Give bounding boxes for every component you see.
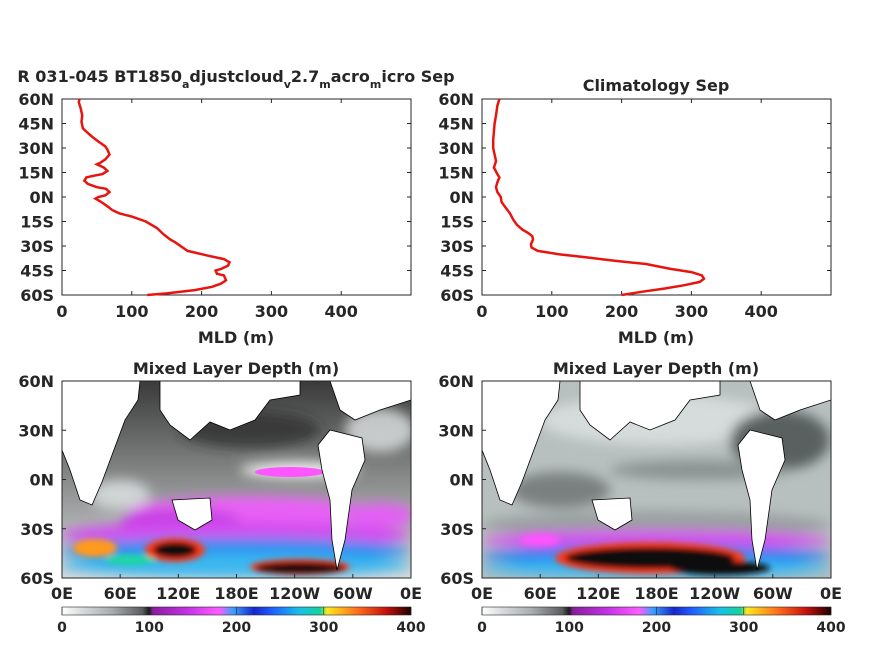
panel4-map-field	[482, 381, 831, 578]
x-tick-label: 200	[605, 302, 638, 321]
y-tick-label: 45N	[18, 115, 54, 134]
panel1-title: R 031-045 BT1850adjustcloudv2.7macromicr…	[17, 67, 454, 91]
x-tick-label: 60W	[333, 584, 373, 603]
x-tick-label: 0	[56, 302, 67, 321]
x-tick-label: 400	[324, 302, 357, 321]
y-tick-label: 15S	[20, 213, 54, 232]
y-tick-label: 30N	[18, 421, 54, 440]
y-tick-label: 0N	[449, 471, 474, 490]
y-tick-label: 45S	[20, 262, 54, 281]
x-tick-label: 0	[476, 302, 487, 321]
y-tick-label: 60N	[438, 90, 474, 109]
y-tick-label: 60S	[440, 286, 474, 305]
panel1-xlabel: MLD (m)	[198, 328, 274, 347]
y-tick-label: 30N	[438, 421, 474, 440]
y-tick-label: 60N	[18, 90, 54, 109]
x-tick-label: 120W	[689, 584, 740, 603]
y-tick-label: 0N	[29, 471, 54, 490]
x-tick-label: 300	[675, 302, 708, 321]
panel4-title: Mixed Layer Depth (m)	[553, 359, 759, 378]
colorbar-tick-label: 300	[729, 620, 758, 636]
x-tick-label: 100	[115, 302, 148, 321]
x-tick-label: 180E	[634, 584, 678, 603]
x-tick-label: 60E	[104, 584, 137, 603]
y-tick-label: 30S	[440, 520, 474, 539]
panel2-axes-box	[481, 98, 832, 296]
x-tick-label: 0E	[471, 584, 493, 603]
panel-model-map: Mixed Layer Depth (m)	[18, 359, 426, 636]
panel2-xlabel: MLD (m)	[618, 328, 694, 347]
y-tick-label: 60S	[440, 569, 474, 588]
colorbar-tick-label: 400	[396, 620, 425, 636]
x-tick-label: 0E	[400, 584, 422, 603]
colorbar-tick-label: 0	[477, 620, 487, 636]
y-tick-label: 30S	[440, 237, 474, 256]
panel2-mld-line	[491, 98, 706, 297]
y-tick-label: 60S	[20, 569, 54, 588]
panel1-axes-box	[61, 98, 412, 296]
colorbar-tick-label: 200	[222, 620, 251, 636]
x-tick-label: 120E	[156, 584, 200, 603]
x-tick-label: 300	[255, 302, 288, 321]
y-tick-label: 45N	[438, 115, 474, 134]
panel3-title: Mixed Layer Depth (m)	[133, 359, 339, 378]
panel2-title: Climatology Sep	[583, 76, 730, 95]
panel-climatology-map: Mixed Layer Depth (m)	[438, 359, 846, 636]
colorbar-tick-label: 400	[816, 620, 845, 636]
y-tick-label: 15N	[438, 164, 474, 183]
colorbar-tick-label: 200	[642, 620, 671, 636]
colorbar-tick-label: 100	[555, 620, 584, 636]
x-tick-label: 0E	[51, 584, 73, 603]
x-tick-label: 200	[185, 302, 218, 321]
panel-climatology-profile: Climatology Sep 60N 45N 30N 15N 0N 15S 30S 45S 6…	[438, 76, 832, 347]
x-tick-label: 400	[744, 302, 777, 321]
y-tick-label: 60N	[438, 372, 474, 391]
y-tick-label: 45S	[440, 262, 474, 281]
x-tick-label: 180E	[214, 584, 258, 603]
x-tick-label: 60E	[524, 584, 557, 603]
y-tick-label: 30N	[18, 139, 54, 158]
colorbar-tick-label: 0	[57, 620, 67, 636]
x-tick-label: 120E	[576, 584, 620, 603]
y-tick-label: 30S	[20, 237, 54, 256]
panel1-mld-line	[77, 98, 232, 297]
y-tick-label: 15N	[18, 164, 54, 183]
x-tick-label: 60W	[753, 584, 793, 603]
x-tick-label: 0E	[820, 584, 842, 603]
y-tick-label: 60S	[20, 286, 54, 305]
colorbar-tick-label: 100	[135, 620, 164, 636]
y-tick-label: 60N	[18, 372, 54, 391]
colorbar-tick-label: 300	[309, 620, 338, 636]
y-tick-label: 15S	[440, 213, 474, 232]
x-tick-label: 120W	[269, 584, 320, 603]
x-tick-label: 100	[535, 302, 568, 321]
panel3-map-field	[62, 381, 411, 578]
panel-model-profile: R 031-045 BT1850adjustcloudv2.7macromicr…	[17, 67, 454, 347]
y-tick-label: 30N	[438, 139, 474, 158]
y-tick-label: 30S	[20, 520, 54, 539]
y-tick-label: 0N	[449, 188, 474, 207]
y-tick-label: 0N	[29, 188, 54, 207]
